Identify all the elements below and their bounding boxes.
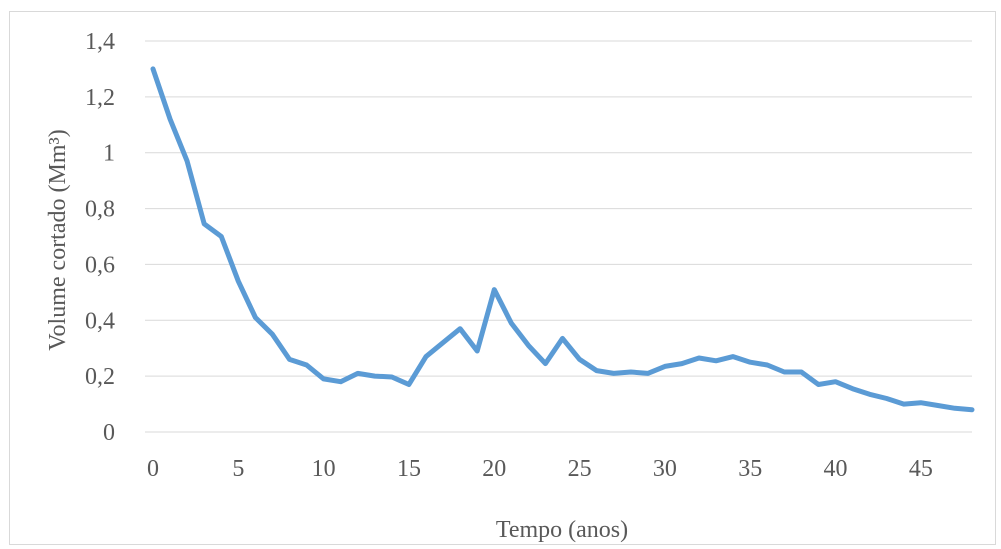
y-tick-label: 1 <box>103 141 115 167</box>
y-tick-labels: 0 0,2 0,4 0,6 0,8 1 1,2 1,4 <box>85 29 115 446</box>
x-tick-label: 40 <box>824 456 848 482</box>
grid-lines <box>145 40 972 433</box>
x-tick-label: 30 <box>653 456 677 482</box>
x-tick-label: 0 <box>147 456 159 482</box>
y-tick-label: 0,2 <box>85 364 115 390</box>
x-tick-label: 25 <box>568 456 592 482</box>
x-tick-label: 35 <box>738 456 762 482</box>
series-group <box>150 66 975 413</box>
x-tick-label: 10 <box>312 456 336 482</box>
y-tick-label: 0,8 <box>85 197 115 223</box>
x-tick-label: 45 <box>909 456 933 482</box>
x-tick-label: 20 <box>482 456 506 482</box>
x-tick-label: 15 <box>397 456 421 482</box>
y-axis-title: Volume cortado (Mm³) <box>45 129 71 350</box>
y-tick-label: 0,4 <box>85 308 115 334</box>
x-axis-title: Tempo (anos) <box>496 517 628 543</box>
y-tick-label: 0,6 <box>85 252 115 278</box>
y-tick-label: 1,4 <box>85 29 115 55</box>
x-tick-labels: 0 5 10 15 20 25 30 35 40 45 <box>147 456 933 482</box>
series-line <box>150 66 975 413</box>
y-tick-label: 1,2 <box>85 85 115 111</box>
chart-border <box>9 11 996 545</box>
y-tick-label: 0 <box>103 420 115 446</box>
x-tick-label: 5 <box>232 456 244 482</box>
